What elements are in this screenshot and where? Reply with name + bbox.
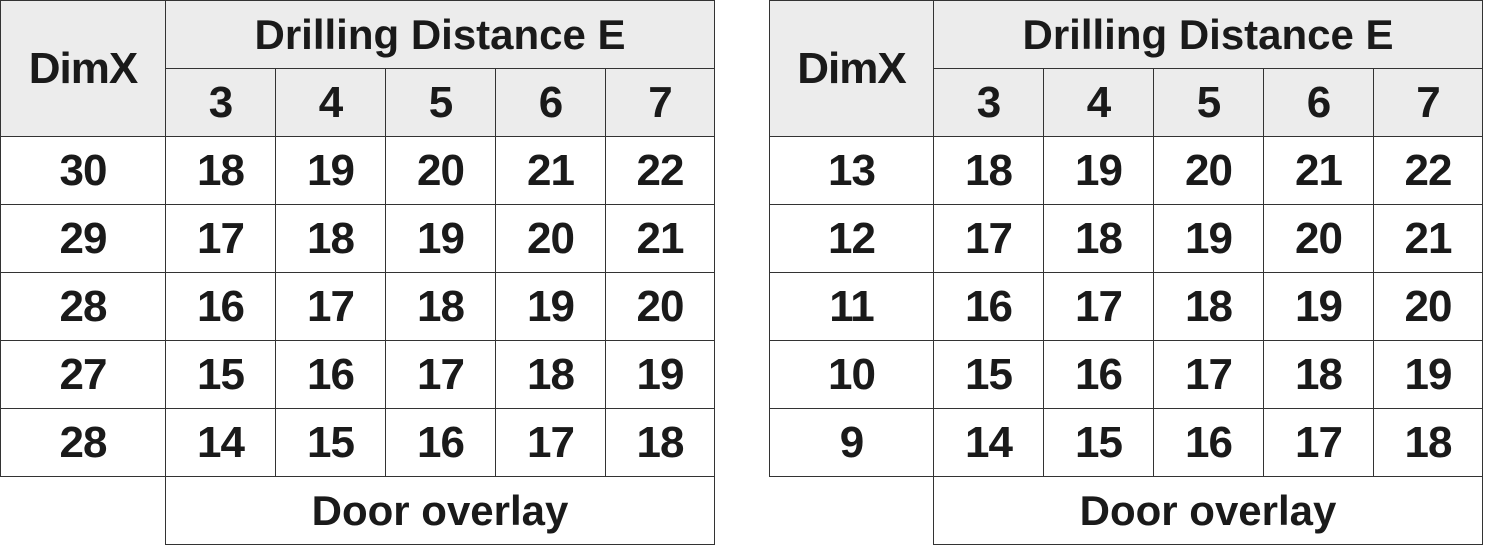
table-row: 28 14 15 16 17 18	[0, 408, 716, 477]
value-cell: 18	[1372, 408, 1484, 477]
table-row: 27 15 16 17 18 19	[0, 340, 716, 409]
value-cell: 18	[1263, 340, 1374, 409]
dimx-cell: 28	[0, 408, 166, 477]
table-row: 11 16 17 18 19 20	[769, 272, 1484, 341]
value-cell: 22	[1372, 136, 1484, 205]
value-cell: 18	[1043, 204, 1154, 273]
value-cell: 18	[1153, 272, 1264, 341]
value-cell: 17	[1263, 408, 1374, 477]
column-header: 3	[165, 68, 276, 137]
value-cell: 14	[933, 408, 1044, 477]
column-header: 7	[1372, 68, 1484, 137]
value-cell: 16	[275, 340, 386, 409]
header-row: DimX Drilling Distance E	[0, 0, 716, 137]
footer-label: Door overlay	[932, 476, 1484, 545]
dimx-cell: 28	[0, 272, 166, 341]
dimx-cell: 11	[769, 272, 934, 341]
footer-label: Door overlay	[164, 476, 716, 545]
value-cell: 18	[604, 408, 716, 477]
value-cell: 22	[604, 136, 716, 205]
dimx-cell: 12	[769, 204, 934, 273]
blank-cell	[0, 476, 166, 545]
table-row: 30 18 19 20 21 22	[0, 136, 716, 205]
value-cell: 16	[933, 272, 1044, 341]
dimx-header: DimX	[0, 0, 166, 137]
blank-cell	[769, 476, 934, 545]
column-header: 7	[604, 68, 716, 137]
column-header: 5	[385, 68, 496, 137]
value-cell: 18	[165, 136, 276, 205]
value-cell: 18	[275, 204, 386, 273]
value-cell: 20	[604, 272, 716, 341]
value-cell: 17	[1153, 340, 1264, 409]
drilling-table-left: DimX Drilling Distance E 3 4 5 6 7 30 18 19 20 21 22…	[0, 0, 716, 545]
column-header: 6	[1263, 68, 1374, 137]
value-cell: 19	[275, 136, 386, 205]
dimx-cell: 27	[0, 340, 166, 409]
drilling-table-right: DimX Drilling Distance E 3 4 5 6 7 13 18 19 20 21 22…	[769, 0, 1484, 545]
value-cell: 17	[495, 408, 606, 477]
value-cell: 20	[1372, 272, 1484, 341]
footer-row: Door overlay	[769, 476, 1484, 545]
value-cell: 15	[165, 340, 276, 409]
value-cell: 21	[1372, 204, 1484, 273]
value-cell: 20	[1263, 204, 1374, 273]
table-row: 12 17 18 19 20 21	[769, 204, 1484, 273]
column-header: 4	[275, 68, 386, 137]
value-cell: 18	[495, 340, 606, 409]
value-cell: 19	[1263, 272, 1374, 341]
table-row: 28 16 17 18 19 20	[0, 272, 716, 341]
group-header: Drilling Distance E	[932, 0, 1484, 69]
dimx-cell: 30	[0, 136, 166, 205]
value-cell: 15	[1043, 408, 1154, 477]
value-cell: 16	[165, 272, 276, 341]
column-header: 5	[1153, 68, 1264, 137]
column-header: 3	[933, 68, 1044, 137]
value-cell: 17	[275, 272, 386, 341]
value-cell: 17	[1043, 272, 1154, 341]
value-cell: 21	[604, 204, 716, 273]
value-cell: 15	[933, 340, 1044, 409]
value-cell: 16	[1043, 340, 1154, 409]
column-header: 6	[495, 68, 606, 137]
dimx-header: DimX	[769, 0, 934, 137]
value-cell: 20	[495, 204, 606, 273]
value-cell: 14	[165, 408, 276, 477]
dimx-cell: 9	[769, 408, 934, 477]
value-cell: 16	[1153, 408, 1264, 477]
value-cell: 19	[1043, 136, 1154, 205]
table-row: 9 14 15 16 17 18	[769, 408, 1484, 477]
value-cell: 19	[495, 272, 606, 341]
value-cell: 21	[1263, 136, 1374, 205]
value-cell: 19	[1153, 204, 1264, 273]
dimx-cell: 13	[769, 136, 934, 205]
group-header: Drilling Distance E	[164, 0, 716, 69]
table-row: 10 15 16 17 18 19	[769, 340, 1484, 409]
value-cell: 17	[385, 340, 496, 409]
footer-row: Door overlay	[0, 476, 716, 545]
dimx-cell: 29	[0, 204, 166, 273]
value-cell: 20	[385, 136, 496, 205]
value-cell: 17	[165, 204, 276, 273]
header-row: DimX Drilling Distance E	[769, 0, 1484, 137]
value-cell: 19	[385, 204, 496, 273]
value-cell: 21	[495, 136, 606, 205]
dimx-cell: 10	[769, 340, 934, 409]
value-cell: 18	[933, 136, 1044, 205]
value-cell: 18	[385, 272, 496, 341]
value-cell: 16	[385, 408, 496, 477]
table-row: 29 17 18 19 20 21	[0, 204, 716, 273]
table-row: 13 18 19 20 21 22	[769, 136, 1484, 205]
value-cell: 19	[604, 340, 716, 409]
column-header: 4	[1043, 68, 1154, 137]
value-cell: 19	[1372, 340, 1484, 409]
value-cell: 15	[275, 408, 386, 477]
value-cell: 20	[1153, 136, 1264, 205]
value-cell: 17	[933, 204, 1044, 273]
